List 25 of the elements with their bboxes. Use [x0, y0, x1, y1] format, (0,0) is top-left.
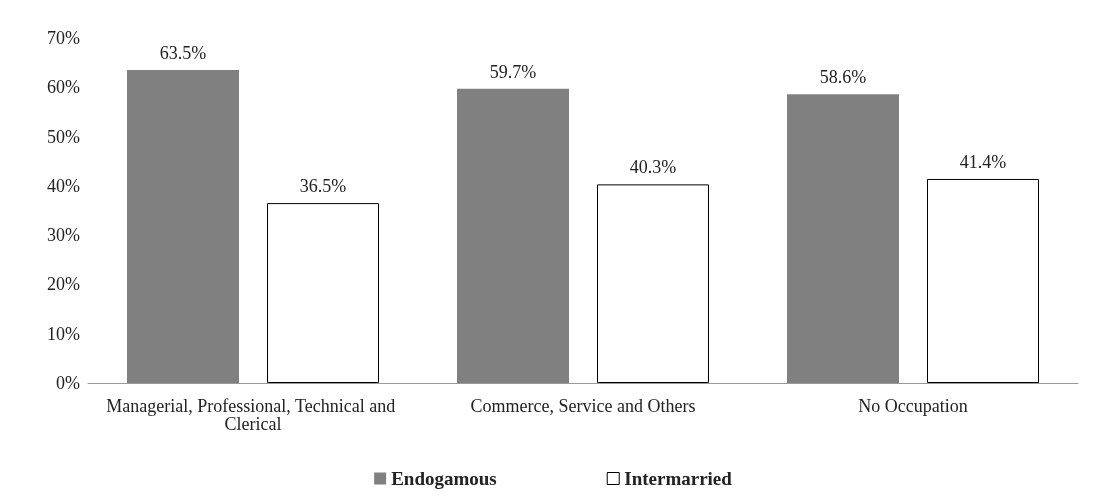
x-tick-label: Managerial, Professional, Technical and Clerical	[106, 396, 400, 434]
y-tick-label: 0%	[56, 373, 80, 393]
bar	[927, 178, 1039, 383]
legend-label: Intermarried	[624, 468, 733, 489]
bar	[787, 94, 899, 383]
y-tick-label: 10%	[47, 323, 80, 344]
bar	[127, 70, 239, 383]
y-tick-label: 60%	[47, 77, 80, 98]
y-tick-label: 40%	[47, 175, 80, 196]
y-tick-label: 70%	[47, 28, 80, 48]
y-tick-label: 30%	[47, 225, 80, 246]
data-label: 63.5%	[159, 43, 207, 64]
data-label: 58.6%	[819, 67, 867, 88]
y-tick-label: 50%	[47, 126, 80, 147]
data-label: 41.4%	[959, 151, 1007, 172]
bar	[457, 88, 569, 383]
bar	[267, 203, 379, 383]
data-label: 59.7%	[489, 61, 537, 82]
data-label: 36.5%	[299, 176, 347, 197]
x-tick-label: No Occupation	[858, 396, 968, 416]
x-tick-label: Commerce, Service and Others	[470, 396, 696, 416]
y-tick-label: 20%	[47, 274, 80, 295]
legend-label: Endogamous	[391, 468, 497, 489]
data-label: 40.3%	[629, 157, 677, 178]
bar	[597, 184, 709, 383]
